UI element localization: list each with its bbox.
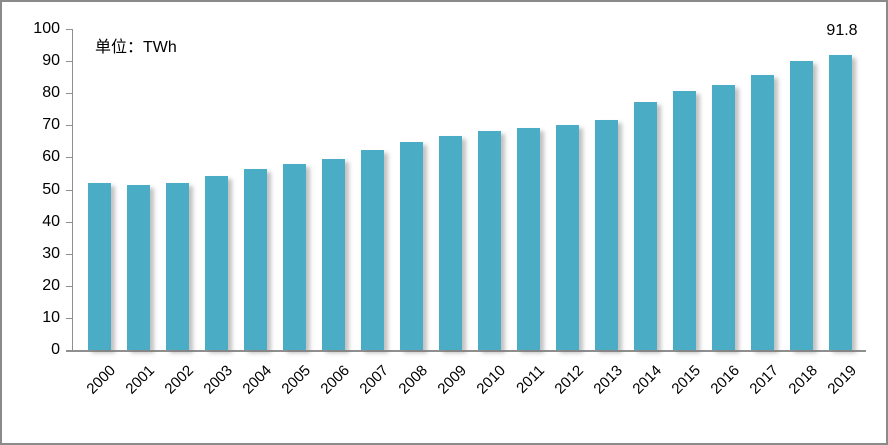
bar-2006 bbox=[321, 159, 345, 350]
bar-2009 bbox=[438, 135, 462, 350]
y-tick-label-0: 0 bbox=[51, 341, 60, 358]
y-axis-line bbox=[72, 29, 73, 350]
bar-2004 bbox=[243, 169, 267, 350]
bar-2005 bbox=[282, 163, 306, 350]
y-tick-label-100: 100 bbox=[33, 20, 60, 37]
bar-2013 bbox=[594, 119, 618, 350]
y-tick-100 bbox=[66, 29, 72, 30]
y-tick-80 bbox=[66, 93, 72, 95]
bar-2015 bbox=[672, 90, 696, 350]
y-tick-70 bbox=[66, 125, 72, 127]
y-tick-0 bbox=[66, 350, 72, 351]
bar-2014 bbox=[633, 101, 657, 350]
y-tick-30 bbox=[66, 253, 72, 255]
bar-2011 bbox=[516, 127, 540, 350]
bar-2019 bbox=[828, 55, 852, 350]
bar-2018 bbox=[789, 61, 813, 350]
y-tick-label-50: 50 bbox=[42, 180, 60, 198]
unit-label: 单位：TWh bbox=[95, 39, 177, 56]
y-tick-label-80: 80 bbox=[42, 84, 60, 102]
y-tick-label-90: 90 bbox=[42, 52, 60, 70]
y-tick-50 bbox=[66, 189, 72, 191]
y-tick-90 bbox=[66, 61, 72, 63]
bar-2007 bbox=[360, 150, 384, 350]
bar-2017 bbox=[750, 75, 774, 350]
bar-2001 bbox=[126, 184, 150, 350]
y-tick-label-20: 20 bbox=[42, 276, 60, 294]
y-tick-label-70: 70 bbox=[42, 116, 60, 134]
data-label-2019: 91.8 bbox=[826, 22, 858, 39]
bar-2000 bbox=[87, 183, 111, 350]
bar-2012 bbox=[555, 124, 579, 350]
bar-2002 bbox=[165, 182, 189, 350]
bar-2010 bbox=[477, 131, 501, 350]
y-tick-40 bbox=[66, 221, 72, 223]
bar-2016 bbox=[711, 85, 735, 350]
bar-2003 bbox=[204, 176, 228, 350]
y-tick-20 bbox=[66, 285, 72, 287]
y-tick-label-60: 60 bbox=[42, 148, 60, 166]
bar-2008 bbox=[399, 141, 423, 350]
y-tick-label-40: 40 bbox=[42, 212, 60, 230]
x-axis-line bbox=[66, 350, 866, 352]
y-tick-label-10: 10 bbox=[42, 308, 60, 326]
y-tick-label-30: 30 bbox=[42, 244, 60, 262]
y-tick-60 bbox=[66, 157, 72, 159]
y-tick-10 bbox=[66, 317, 72, 319]
